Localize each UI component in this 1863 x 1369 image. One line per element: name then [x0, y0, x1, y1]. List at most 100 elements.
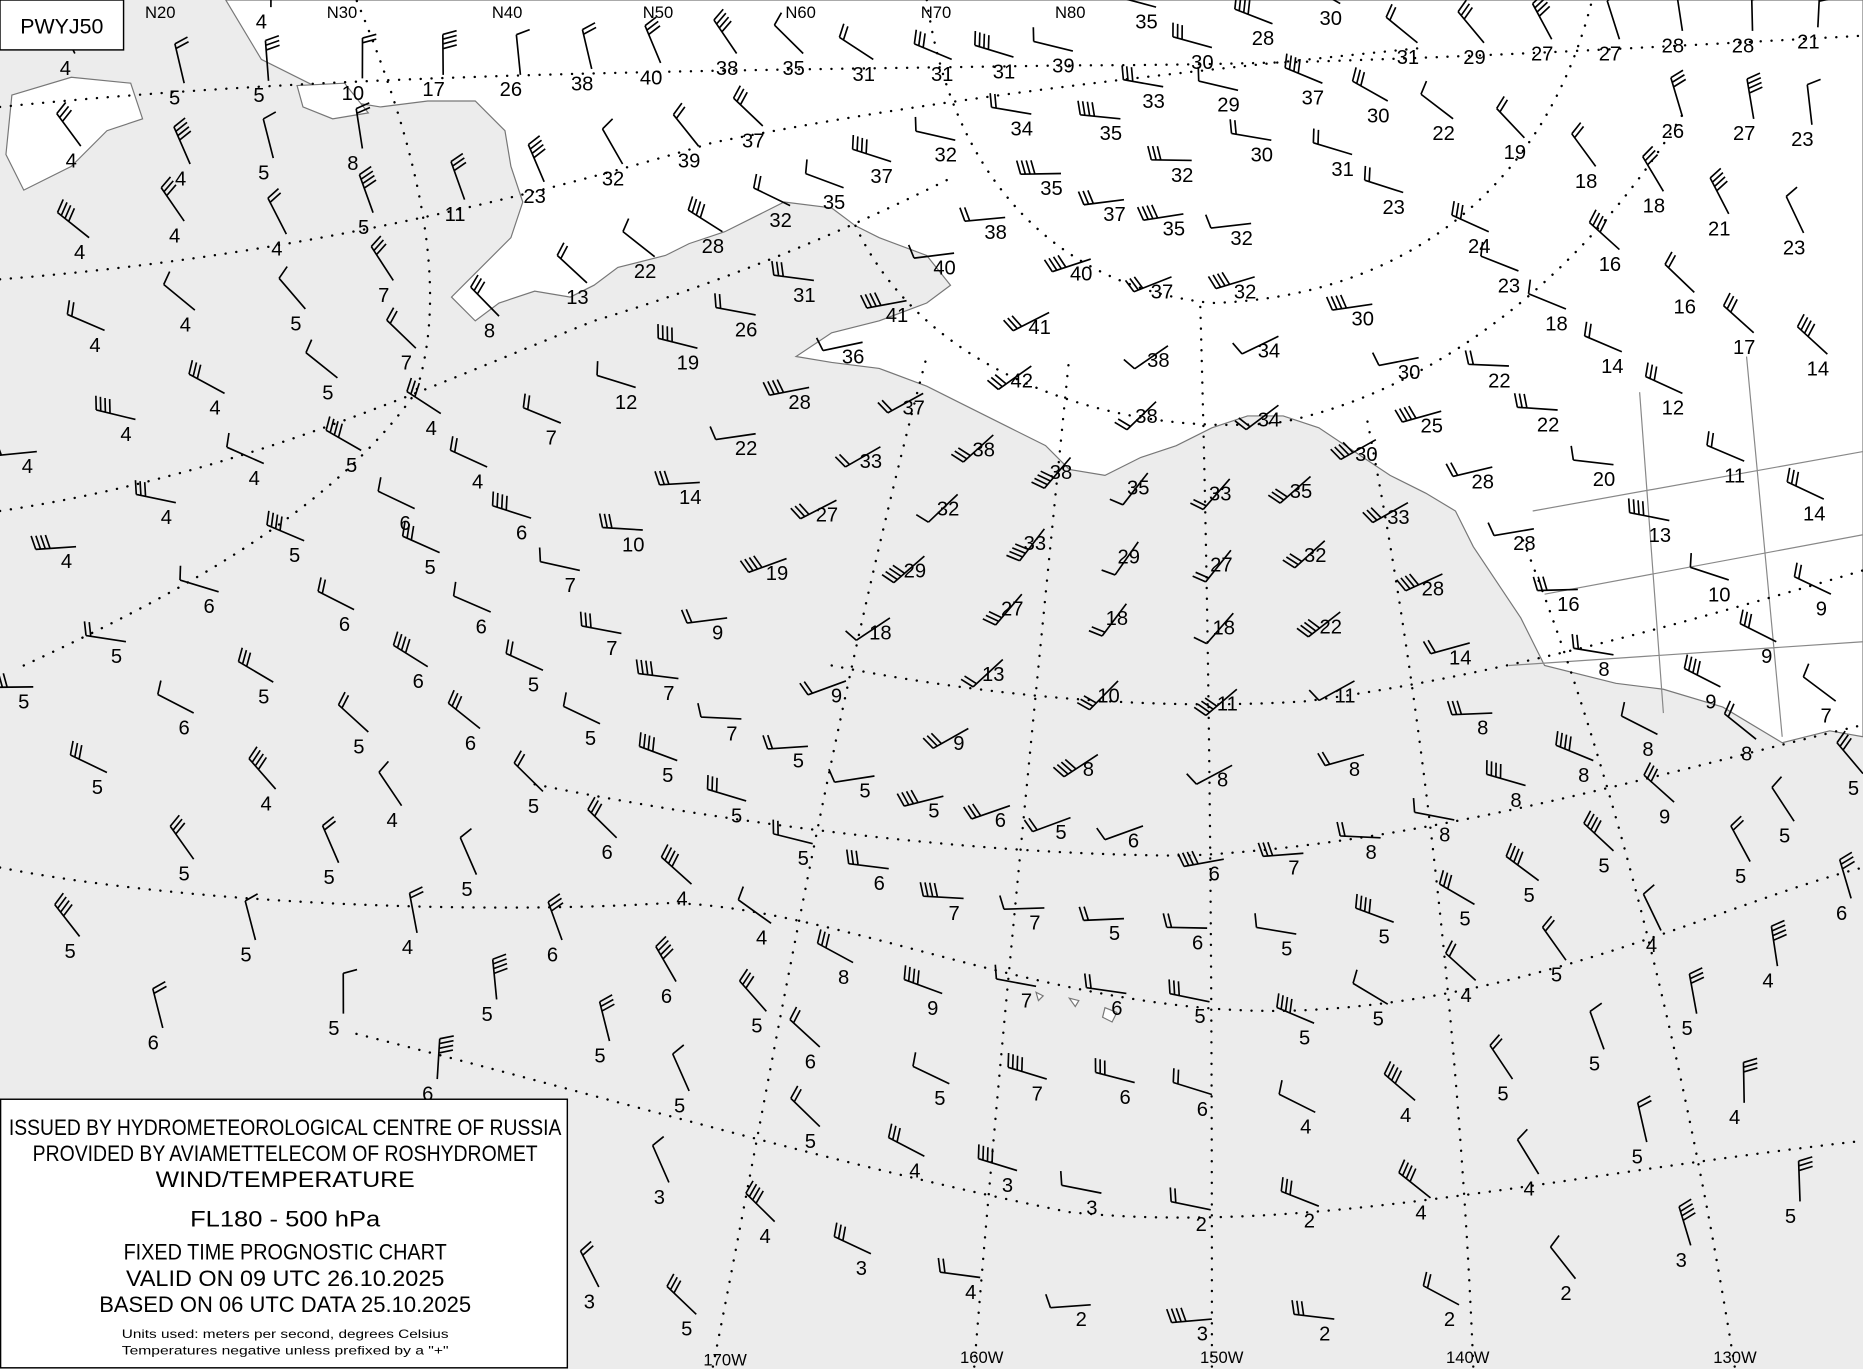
temperature-label: 30	[1191, 52, 1213, 74]
temperature-label: 4	[89, 335, 100, 357]
legend-issuer: ISSUED BY HYDROMETEOROLOGICAL CENTRE OF …	[9, 1115, 561, 1140]
temperature-label: 5	[805, 1131, 816, 1153]
wind-barb	[342, 968, 358, 1014]
wind-barb	[1422, 1271, 1460, 1306]
temperature-label: 3	[584, 1291, 595, 1313]
wind-barb	[225, 432, 265, 465]
temperature-label: 17	[422, 79, 444, 101]
wind-barb	[1642, 145, 1665, 192]
temperature-label: 4	[909, 1161, 920, 1183]
wind-barb	[69, 740, 108, 774]
lat-label: N40	[492, 3, 522, 22]
temperature-label: 29	[904, 561, 926, 583]
temperature-label: 4	[256, 12, 267, 34]
temperature-label: 4	[965, 1282, 976, 1304]
wind-barb	[1169, 1187, 1211, 1211]
wind-barb	[1571, 634, 1614, 656]
wind-barb	[1332, 0, 1341, 5]
wind-barb	[522, 393, 562, 424]
wind-barb	[248, 746, 277, 790]
temperature-label: 5	[18, 691, 29, 713]
wind-barb	[188, 360, 225, 395]
wind-barb	[1312, 128, 1353, 156]
wind-barb	[1077, 100, 1121, 120]
temperature-label: 11	[445, 204, 466, 226]
wind-barb	[162, 271, 196, 311]
temperature-label: 5	[585, 728, 596, 750]
lat-label: N20	[145, 3, 175, 22]
temperature-label: 11	[1334, 685, 1355, 707]
temperature-label: 30	[1355, 444, 1377, 466]
wind-barb	[527, 135, 546, 183]
temperature-label: 8	[1217, 770, 1228, 792]
wind-barb	[1797, 1156, 1813, 1202]
wind-barb	[1229, 119, 1272, 142]
wind-barb	[244, 893, 258, 941]
wind-barb	[156, 680, 195, 714]
temperature-label: 11	[1217, 694, 1238, 716]
wind-barb	[654, 470, 700, 486]
temperature-label: 13	[1649, 525, 1671, 547]
wind-barb	[538, 547, 580, 572]
wind-barb	[1505, 842, 1540, 882]
temperature-label: 5	[1109, 923, 1120, 945]
wind-barb	[547, 893, 564, 941]
temperature-label: 28	[1662, 35, 1684, 57]
wind-barb	[1785, 186, 1805, 234]
temperature-label: 4	[1300, 1117, 1311, 1139]
wind-barb	[1165, 1307, 1212, 1324]
temperature-label: 38	[1050, 462, 1072, 484]
temperature-label: 42	[1011, 370, 1033, 392]
temperature-label: 28	[1513, 533, 1535, 555]
wind-barb	[1688, 967, 1705, 1014]
legend-valid: VALID ON 09 UTC 26.10.2025	[126, 1266, 444, 1291]
temperature-label: 35	[782, 58, 804, 80]
wind-barb	[447, 689, 481, 730]
temperature-label: 5	[859, 780, 870, 802]
temperature-label: 23	[523, 186, 545, 208]
temperature-label: 5	[1848, 778, 1859, 800]
legend-units: Units used: meters per second, degrees C…	[122, 1327, 449, 1341]
temperature-label: 6	[179, 717, 190, 739]
island	[296, 82, 370, 120]
temperature-label: 32	[1230, 228, 1252, 250]
wind-barb	[378, 760, 403, 807]
temperature-label: 33	[1209, 483, 1231, 505]
temperature-label: 27	[1733, 123, 1755, 145]
wind-barb	[1422, 639, 1470, 655]
wind-barb	[1109, 472, 1149, 506]
temperature-label: 4	[161, 507, 172, 529]
temperature-label: 4	[1415, 1202, 1426, 1224]
temperature-label: 27	[1001, 599, 1023, 621]
temperature-label: 5	[793, 751, 804, 773]
wind-barb	[974, 30, 1014, 58]
wind-barb	[1204, 214, 1252, 229]
wind-barb	[1678, 1198, 1696, 1246]
temperature-label: 34	[1258, 410, 1280, 432]
wind-barb	[1480, 241, 1519, 272]
wind-barb	[267, 187, 288, 235]
wind-barb	[1394, 405, 1442, 423]
temperature-label: 5	[1589, 1054, 1600, 1076]
temperature-label: 5	[482, 1004, 493, 1026]
temperature-label: 17	[1733, 337, 1755, 359]
lat-label: N70	[921, 3, 951, 22]
legend-note: Temperatures negative unless prefixed by…	[122, 1344, 449, 1358]
temperature-label: 6	[661, 986, 672, 1008]
temperature-label: 5	[1632, 1146, 1643, 1168]
wind-barb	[828, 768, 875, 784]
wind-barb	[986, 365, 1032, 391]
temperature-label: 21	[1708, 218, 1730, 240]
wind-barb	[436, 1035, 454, 1080]
temperature-label: 19	[766, 563, 788, 585]
wind-barb	[1296, 611, 1341, 638]
temperature-label: 2	[1560, 1283, 1571, 1305]
wind-barb	[1742, 1057, 1758, 1103]
wind-barb	[266, 510, 305, 542]
wind-barb	[0, 449, 37, 457]
temperature-label: 5	[253, 85, 264, 107]
wind-barb	[587, 796, 618, 839]
wind-barb	[1464, 350, 1509, 367]
temperature-label: 30	[1352, 309, 1374, 331]
